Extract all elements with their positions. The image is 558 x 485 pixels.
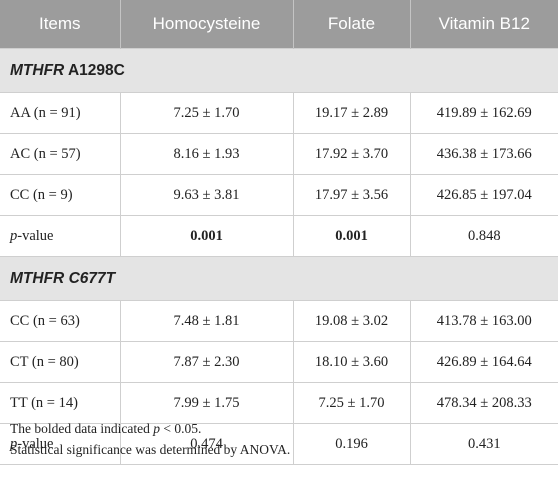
table-row: AC (n = 57) 8.16 ± 1.93 17.92 ± 3.70 436… <box>0 133 558 175</box>
folate-value: 18.10 ± 3.60 <box>292 341 411 383</box>
gene-name: MTHFR <box>10 269 65 287</box>
p-symbol: p <box>153 421 160 436</box>
homocysteine-value: 7.25 ± 1.70 <box>119 92 294 134</box>
homocysteine-value: 7.99 ± 1.75 <box>119 382 294 424</box>
row-label: CC (n = 9) <box>0 174 121 216</box>
pvalue-row: p-value 0.001 0.001 0.848 <box>0 215 558 257</box>
row-label: CT (n = 80) <box>0 341 121 383</box>
header-folate: Folate <box>292 0 411 49</box>
homocysteine-value: 8.16 ± 1.93 <box>119 133 294 175</box>
pvalue-row: p-value 0.474 0.196 0.431 <box>0 423 558 465</box>
row-label: AA (n = 91) <box>0 92 121 134</box>
table-row: CC (n = 9) 9.63 ± 3.81 17.97 ± 3.56 426.… <box>0 174 558 216</box>
pvalue-suffix: -value <box>17 227 54 244</box>
group-header-a1298c: MTHFR A1298C <box>0 48 558 93</box>
b12-value: 436.38 ± 173.66 <box>409 133 558 175</box>
group-title: MTHFR A1298C <box>0 48 558 93</box>
variant-name: C677T <box>68 269 116 287</box>
header-row: Items Homocysteine Folate Vitamin B12 <box>0 0 558 49</box>
header-homocysteine: Homocysteine <box>119 0 294 49</box>
folate-value: 17.97 ± 3.56 <box>292 174 411 216</box>
homocysteine-value: 7.48 ± 1.81 <box>119 300 294 342</box>
group-title: MTHFR C677T <box>0 256 558 301</box>
header-vitamin-b12: Vitamin B12 <box>409 0 558 49</box>
p-symbol: p <box>10 227 18 244</box>
row-label: TT (n = 14) <box>0 382 121 424</box>
b12-pvalue: 0.848 <box>409 215 558 257</box>
folate-value: 17.92 ± 3.70 <box>292 133 411 175</box>
group-header-c677t: MTHFR C677T <box>0 256 558 301</box>
row-label: AC (n = 57) <box>0 133 121 175</box>
gene-name: MTHFR <box>10 61 65 79</box>
homocysteine-pvalue: 0.001 <box>119 215 294 257</box>
pvalue-label: p-value <box>0 423 121 465</box>
table-notes: The bolded data indicated p < 0.05. Stat… <box>10 418 290 460</box>
note-anova: Statistical significance was determined … <box>10 442 291 457</box>
folate-pvalue: 0.001 <box>292 215 411 257</box>
b12-value: 478.34 ± 208.33 <box>409 382 558 424</box>
b12-value: 413.78 ± 163.00 <box>409 300 558 342</box>
note-significance: The bolded data indicated p < 0.05. <box>10 421 202 436</box>
homocysteine-value: 7.87 ± 2.30 <box>119 341 294 383</box>
row-label: CC (n = 63) <box>0 300 121 342</box>
results-table: Items Homocysteine Folate Vitamin B12 MT… <box>0 0 558 465</box>
b12-pvalue: 0.431 <box>409 423 558 465</box>
table-row: CC (n = 63) 7.48 ± 1.81 19.08 ± 3.02 413… <box>0 300 558 342</box>
folate-value: 19.17 ± 2.89 <box>292 92 411 134</box>
p-symbol: p <box>10 435 18 452</box>
folate-value: 19.08 ± 3.02 <box>292 300 411 342</box>
table-row: CT (n = 80) 7.87 ± 2.30 18.10 ± 3.60 426… <box>0 341 558 383</box>
b12-value: 426.85 ± 197.04 <box>409 174 558 216</box>
b12-value: 419.89 ± 162.69 <box>409 92 558 134</box>
table-row: TT (n = 14) 7.99 ± 1.75 7.25 ± 1.70 478.… <box>0 382 558 424</box>
pvalue-label: p-value <box>0 215 121 257</box>
folate-pvalue: 0.196 <box>292 423 411 465</box>
variant-name: A1298C <box>67 61 125 79</box>
homocysteine-pvalue: 0.474 <box>119 423 294 465</box>
homocysteine-value: 9.63 ± 3.81 <box>119 174 294 216</box>
folate-value: 7.25 ± 1.70 <box>292 382 411 424</box>
table-row: AA (n = 91) 7.25 ± 1.70 19.17 ± 2.89 419… <box>0 92 558 134</box>
header-items: Items <box>0 0 121 49</box>
pvalue-suffix: -value <box>17 435 54 452</box>
b12-value: 426.89 ± 164.64 <box>409 341 558 383</box>
